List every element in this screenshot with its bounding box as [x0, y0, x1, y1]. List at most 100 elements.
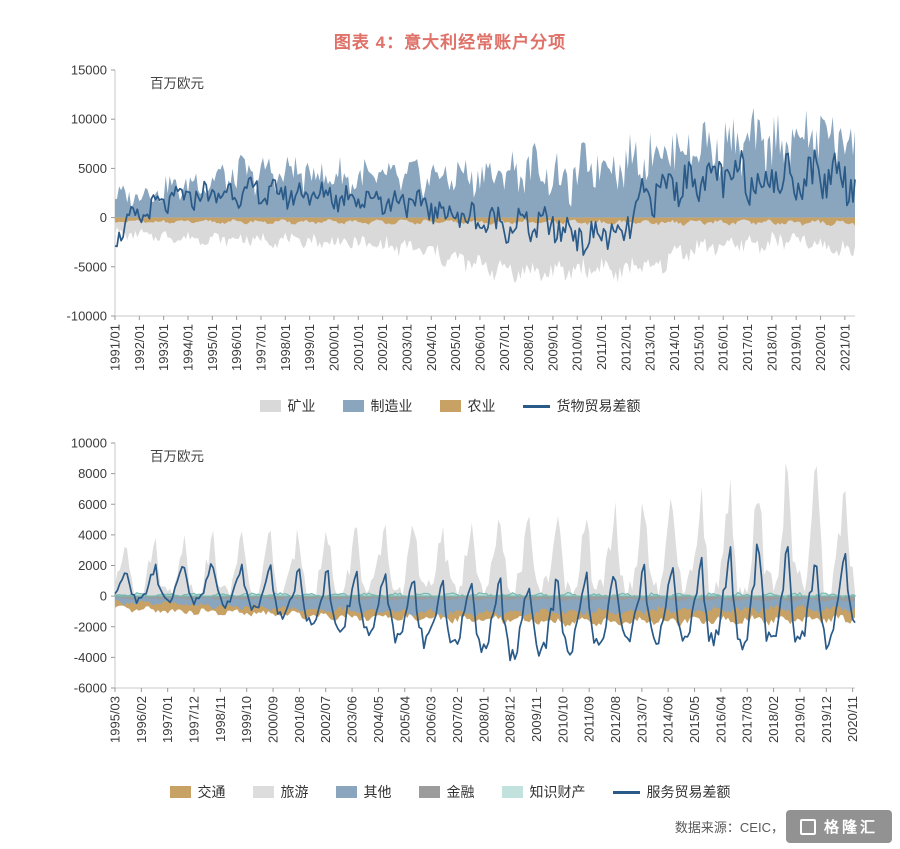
services-balance-series: [114, 543, 856, 662]
x-tick-label: 2019/01: [789, 324, 804, 371]
gelonghui-watermark: 格隆汇: [785, 810, 892, 843]
x-tick-label: 1991/01: [108, 324, 123, 371]
legend-intellectual-property: 知识财产: [501, 782, 586, 802]
x-tick-label: 2002/07: [318, 696, 333, 743]
x-tick-label: 2019/12: [819, 696, 834, 743]
legend-label: 制造业: [370, 398, 413, 414]
x-tick-label: 2004/05: [371, 696, 386, 743]
data-source: 数据来源：CEIC，: [674, 820, 784, 835]
x-tick-label: 2003/06: [345, 696, 360, 743]
x-tick-label: 2010/01: [570, 324, 585, 371]
y-tick-label: 15000: [71, 63, 107, 78]
gelonghui-logo-icon: [799, 818, 816, 835]
watermark-text: 格隆汇: [823, 819, 878, 836]
x-tick-label: 2016/01: [716, 324, 731, 371]
tourism-series: [115, 462, 855, 597]
x-tick-label: 2010/10: [555, 696, 570, 743]
services-plot: 1000080006000400020000-2000-4000-6000199…: [71, 436, 860, 744]
legend-services-balance: 服务贸易差额: [612, 782, 731, 802]
x-tick-label: 2015/01: [691, 324, 706, 371]
legend-label: 服务贸易差额: [646, 784, 731, 800]
legend-agriculture: 农业: [439, 396, 496, 416]
x-tick-label: 1998/01: [278, 324, 293, 371]
x-tick-label: 2009/01: [545, 324, 560, 371]
x-tick-label: 2002/01: [375, 324, 390, 371]
y-tick-label: -4000: [74, 650, 107, 665]
x-tick-label: 2006/01: [472, 324, 487, 371]
legend-label: 矿业: [287, 398, 316, 414]
x-tick-label: 2021/01: [837, 324, 852, 371]
y-tick-label: 10000: [71, 436, 107, 451]
legend-manufacturing: 制造业: [342, 396, 413, 416]
x-tick-label: 2005/04: [397, 696, 412, 743]
x-tick-label: 2011/01: [594, 324, 609, 370]
x-tick-label: 2008/12: [503, 696, 518, 743]
x-tick-label: 1993/01: [156, 324, 171, 371]
chart-title: 图表 4：意大利经常账户分项: [333, 33, 567, 52]
y-tick-label: 2000: [78, 558, 107, 573]
agriculture-swatch: [439, 400, 461, 412]
y-tick-label: 0: [100, 589, 107, 604]
legend-goods-balance: 货物贸易差额: [522, 396, 641, 416]
x-tick-label: 1996/01: [229, 324, 244, 371]
x-tick-label: 1997/12: [187, 696, 202, 743]
x-tick-label: 1996/02: [134, 696, 149, 743]
x-tick-label: 2020/01: [813, 324, 828, 371]
legend-label: 金融: [446, 784, 475, 800]
services-balance-swatch: [612, 790, 640, 794]
y-tick-label: 5000: [78, 161, 107, 176]
x-tick-label: 1994/01: [180, 324, 195, 371]
x-tick-label: 2006/03: [424, 696, 439, 743]
goods-legend: 矿业 制造业 农业 货物贸易差额: [0, 396, 900, 416]
x-tick-label: 1995/03: [108, 696, 123, 743]
goods-balance-swatch: [522, 404, 550, 408]
legend-finance: 金融: [418, 782, 475, 802]
x-tick-label: 2011/09: [582, 696, 597, 742]
manufacturing-swatch: [342, 400, 364, 412]
x-tick-label: 2017/03: [740, 696, 755, 743]
y-tick-label: -6000: [74, 681, 107, 696]
x-tick-label: 2005/01: [448, 324, 463, 371]
services-chart: 10000 8000 6000 4000 2000 0 -2000 -4000 -6000 199…: [0, 430, 900, 777]
x-tick-label: 2013/01: [643, 324, 658, 371]
legend-tourism: 旅游: [252, 782, 309, 802]
x-tick-label: 1992/01: [132, 324, 147, 371]
x-tick-label: 2007/02: [450, 696, 465, 743]
legend-label: 其他: [363, 784, 392, 800]
x-tick-label: 2001/08: [292, 696, 307, 743]
x-tick-label: 2019/01: [792, 696, 807, 743]
x-tick-label: 2012/01: [618, 324, 633, 371]
goods-chart: 15000 10000 5000 0 -5000 -10000 1991/01 1992/01…: [0, 58, 900, 395]
mining-series: [115, 217, 855, 283]
legend-other: 其他: [335, 782, 392, 802]
goods-balance-series: [114, 149, 856, 256]
x-tick-label: 2014/01: [667, 324, 682, 371]
y-tick-label: -2000: [74, 619, 107, 634]
x-tick-label: 2008/01: [476, 696, 491, 743]
y-tick-label: -5000: [74, 259, 107, 274]
y-tick-label: 10000: [71, 112, 107, 127]
agriculture-series: [115, 217, 855, 226]
x-tick-label: 2014/06: [661, 696, 676, 743]
x-tick-label: 1999/01: [302, 324, 317, 371]
legend-label: 知识财产: [529, 784, 586, 800]
x-tick-label: 2001/01: [351, 324, 366, 371]
services-legend: 交通 旅游 其他 金融 知识财产 服务贸易差额: [0, 782, 900, 802]
x-tick-label: 2020/11: [845, 696, 860, 742]
tourism-swatch: [252, 786, 274, 798]
x-tick-label: 1997/01: [160, 696, 175, 743]
x-tick-label: 2008/01: [521, 324, 536, 371]
x-tick-label: 2018/02: [766, 696, 781, 743]
y-tick-label: 0: [100, 210, 107, 225]
x-tick-label: 2009/11: [529, 696, 544, 742]
x-tick-label: 2012/08: [608, 696, 623, 743]
x-tick-label: 1999/10: [239, 696, 254, 743]
finance-swatch: [418, 786, 440, 798]
x-tick-label: 2004/01: [424, 324, 439, 371]
mining-swatch: [259, 400, 281, 412]
legend-label: 农业: [467, 398, 496, 414]
footer: 数据来源：CEIC， 格隆汇: [675, 810, 892, 843]
y-tick-label: 4000: [78, 527, 107, 542]
